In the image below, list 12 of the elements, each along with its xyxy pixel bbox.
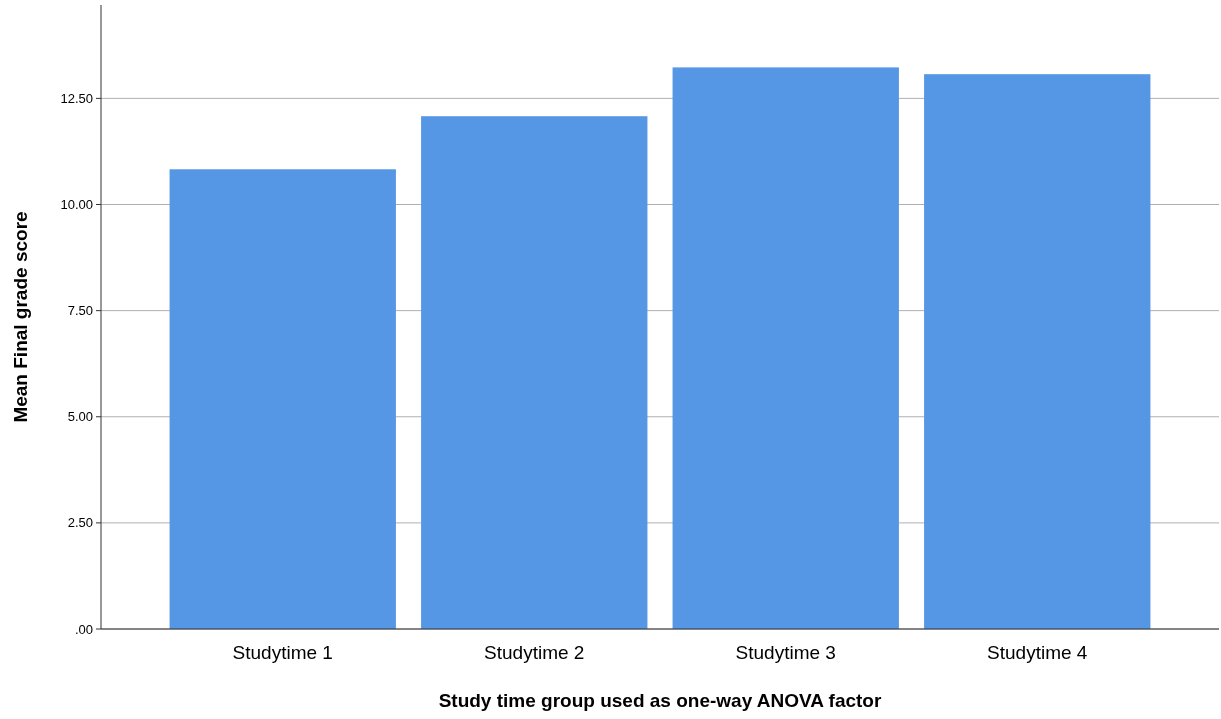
x-tick-label: Studytime 2 — [484, 642, 585, 663]
x-axis-title: Study time group used as one-way ANOVA factor — [438, 690, 882, 711]
y-axis-title: Mean Final grade score — [10, 211, 31, 423]
y-tick-label: 7.50 — [67, 303, 93, 319]
y-tick-label: 2.50 — [67, 515, 93, 531]
x-tick-label: Studytime 3 — [735, 642, 836, 663]
y-tick-label: .00 — [74, 621, 93, 637]
x-tick-label: Studytime 1 — [232, 642, 333, 663]
y-tick-label: 10.00 — [60, 197, 93, 213]
y-tick-label: 12.50 — [60, 90, 93, 106]
x-tick-label: Studytime 4 — [987, 642, 1088, 663]
y-tick-label: 5.00 — [67, 409, 93, 425]
